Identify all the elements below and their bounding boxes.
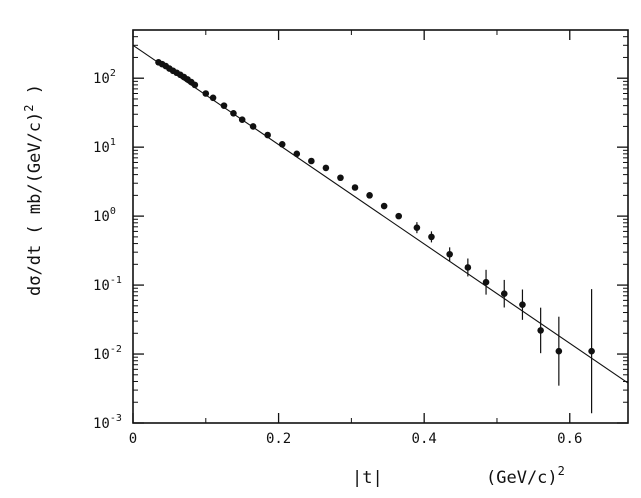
x-tick-label: 0.4 — [412, 431, 437, 447]
x-tick-label: 0 — [129, 431, 137, 447]
data-point — [464, 264, 472, 271]
data-point — [555, 347, 563, 355]
data-point — [278, 141, 286, 148]
y-tick-label-exp: -2 — [110, 344, 122, 355]
data-point — [537, 327, 544, 334]
data-point — [191, 81, 199, 89]
data-point — [293, 150, 301, 158]
y-tick-label-exp: 0 — [110, 206, 116, 217]
y-tick-label-exp: -1 — [110, 275, 122, 286]
x-tick-label: 0.6 — [557, 431, 582, 447]
data-point — [322, 164, 330, 172]
data-point — [249, 123, 257, 130]
y-tick-label: 102 — [93, 68, 116, 87]
data-point — [264, 131, 271, 139]
data-point — [209, 94, 217, 102]
y-axis-label: dσ/dt ( mb/(GeV/c)2 ) — [22, 84, 45, 296]
data-point — [366, 192, 373, 199]
data-points — [155, 59, 595, 414]
data-point — [413, 224, 421, 231]
y-tick-label-base: 10 — [93, 347, 110, 363]
x-axis-label: |t| — [352, 468, 383, 488]
data-point — [351, 184, 359, 191]
data-point — [588, 347, 595, 355]
data-point — [428, 233, 435, 241]
data-point — [337, 174, 344, 182]
y-tick-label-base: 10 — [93, 209, 110, 225]
y-tick-label: 10-3 — [93, 413, 122, 432]
x-axis-unit-main: (GeV/c) — [486, 468, 558, 488]
data-point — [220, 102, 228, 109]
data-point — [238, 116, 246, 124]
y-tick-label: 10-2 — [93, 344, 122, 363]
x-axis-unit-exp: 2 — [558, 464, 565, 478]
data-point — [482, 278, 490, 286]
fit-line — [132, 44, 629, 384]
y-tick-label-exp: 1 — [110, 137, 116, 148]
y-tick-label-base: 10 — [93, 416, 110, 432]
x-axis-unit: (GeV/c)2 — [486, 464, 565, 488]
data-point — [446, 250, 453, 258]
y-tick-label-base: 10 — [93, 140, 110, 156]
data-point — [519, 301, 526, 308]
y-tick-label: 100 — [93, 206, 116, 225]
y-tick-label: 101 — [93, 137, 116, 156]
data-point — [395, 212, 402, 220]
x-tick-label: 0.2 — [266, 431, 291, 447]
data-point — [202, 90, 210, 97]
y-tick-label-base: 10 — [93, 278, 110, 294]
y-tick-label-exp: -3 — [110, 413, 122, 424]
data-point — [380, 202, 388, 210]
fit-line-group — [132, 44, 629, 384]
plot-frame — [132, 29, 629, 424]
y-axis-label-exp: 2 — [22, 105, 36, 112]
data-point — [230, 109, 237, 117]
y-axis-label-close: ) — [25, 84, 45, 104]
y-tick-label-base: 10 — [93, 71, 110, 87]
data-point — [308, 157, 315, 165]
y-axis-label-main: dσ/dt ( mb/(GeV/c) — [25, 112, 45, 296]
data-point — [500, 290, 508, 297]
y-tick-label: 10-1 — [93, 275, 122, 294]
y-tick-label-exp: 2 — [110, 68, 116, 79]
